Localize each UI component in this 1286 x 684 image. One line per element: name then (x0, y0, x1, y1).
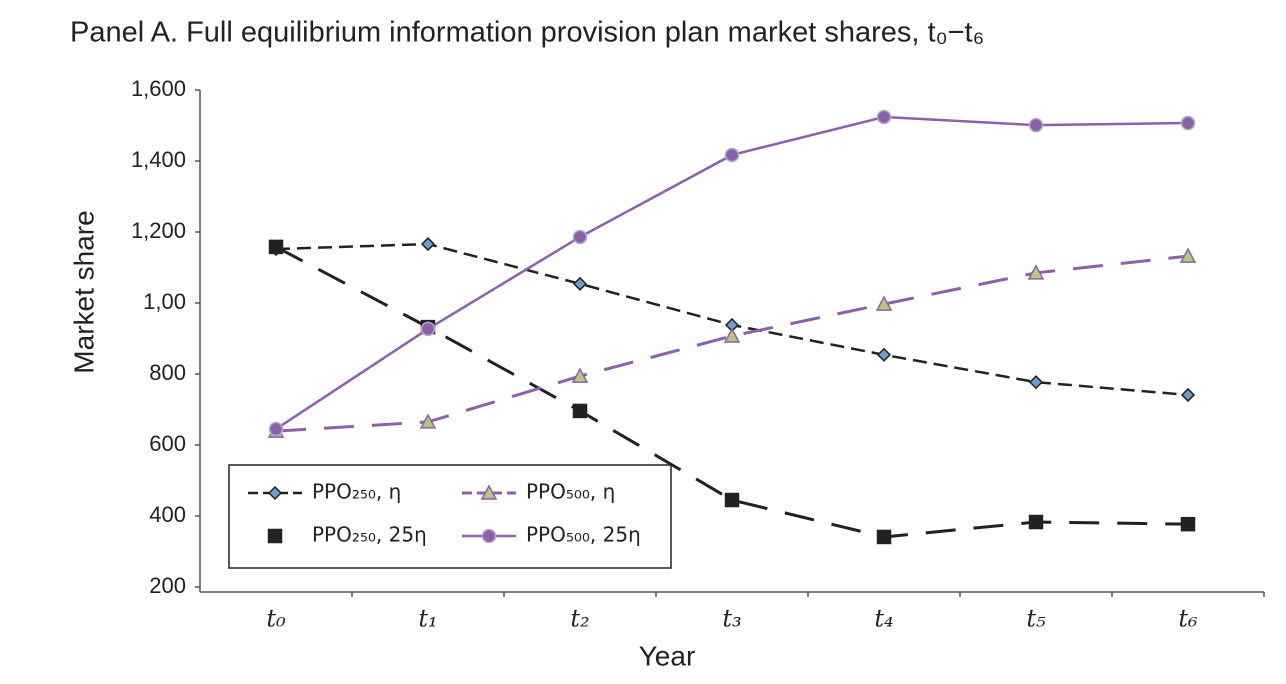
legend-entry: PPO₅₀₀, η (462, 480, 615, 504)
point (724, 147, 740, 163)
point (1027, 264, 1045, 280)
point (572, 403, 588, 419)
point (723, 327, 741, 343)
y-tick-label: 1,00 (143, 289, 186, 314)
y-tick-label: 1,200 (131, 218, 186, 243)
y-axis-title: Market share (68, 210, 99, 373)
x-tick-label: t₄ (874, 605, 893, 633)
point (1028, 117, 1044, 133)
legend-label: PPO₅₀₀, 25η (526, 523, 641, 547)
chart-title: Panel A. Full equilibrium information pr… (70, 17, 984, 49)
legend-label: PPO₅₀₀, η (526, 480, 615, 504)
point (1179, 247, 1197, 263)
legend-entry: PPO₂₅₀, η (248, 480, 401, 504)
legend-entry: PPO₂₅₀, 25η (267, 523, 427, 547)
x-tick-label: t₆ (1178, 605, 1198, 633)
legend-label: PPO₂₅₀, 25η (312, 523, 427, 547)
point (724, 492, 740, 508)
x-tick-label: t₀ (266, 605, 286, 633)
y-tick-label: 1,600 (131, 76, 186, 101)
y-tick-label: 800 (149, 360, 186, 385)
legend-marker (480, 484, 498, 500)
point (876, 529, 892, 545)
series-line (275, 115, 1189, 431)
y-tick-label: 600 (149, 431, 186, 456)
legend-entry: PPO₅₀₀, 25η (462, 523, 641, 547)
legend: PPO₂₅₀, η PPO₂₅₀, 25η PPO₅₀₀, η PPO₅₀₀, 25η (228, 464, 672, 569)
legend-marker (267, 528, 283, 544)
y-tick-label: 1,400 (131, 147, 186, 172)
point (420, 237, 436, 252)
point (571, 367, 589, 383)
point (420, 321, 436, 337)
legend-label: PPO₂₅₀, η (312, 480, 401, 504)
x-tick-label: t₂ (570, 605, 589, 633)
point (572, 276, 588, 291)
y-tick-label: 400 (149, 502, 186, 527)
x-tick-label: t₅ (1026, 605, 1046, 633)
point (1028, 514, 1044, 530)
legend-box (228, 464, 672, 569)
y-tick-label: 200 (149, 573, 186, 598)
series-line (275, 254, 1189, 433)
x-tick-label: t₁ (418, 605, 437, 633)
legend-marker (481, 528, 497, 544)
point (419, 413, 437, 429)
point (1028, 375, 1044, 390)
point (1180, 115, 1196, 131)
point (268, 421, 284, 437)
point (1180, 516, 1196, 532)
point (268, 239, 284, 255)
legend-marker (267, 485, 283, 501)
point (875, 295, 893, 311)
x-axis-title: Year (639, 640, 696, 671)
point (876, 347, 892, 362)
point (876, 109, 892, 125)
x-tick-label: t₃ (722, 605, 741, 633)
point (1180, 387, 1196, 403)
point (572, 229, 588, 245)
